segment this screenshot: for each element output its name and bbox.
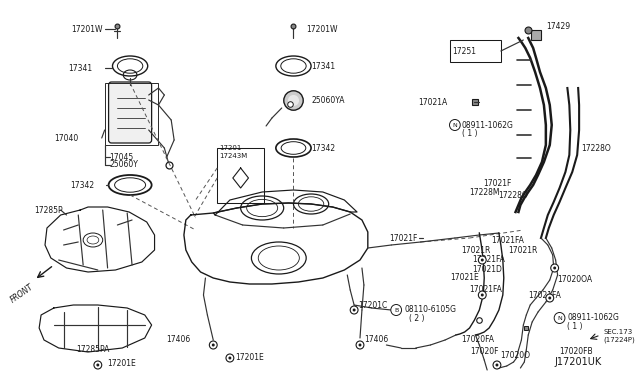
Text: 17021F: 17021F <box>483 179 511 187</box>
Text: 17201W: 17201W <box>72 25 103 33</box>
Circle shape <box>449 119 460 131</box>
Text: 17201C: 17201C <box>358 301 387 310</box>
Text: 17201: 17201 <box>219 145 241 151</box>
Text: 08110-6105G: 08110-6105G <box>404 305 456 314</box>
Circle shape <box>356 341 364 349</box>
Text: ( 1 ): ( 1 ) <box>568 321 583 330</box>
Circle shape <box>353 308 356 311</box>
Circle shape <box>546 294 554 302</box>
Text: 17285PA: 17285PA <box>76 346 109 355</box>
Circle shape <box>481 294 484 296</box>
Text: 17341: 17341 <box>311 61 335 71</box>
Circle shape <box>358 343 362 346</box>
Text: 17429: 17429 <box>546 22 570 31</box>
Text: 17021E: 17021E <box>450 273 479 282</box>
Bar <box>217 148 264 203</box>
Circle shape <box>493 361 501 369</box>
Text: 17021FA: 17021FA <box>491 235 524 244</box>
Text: 17021FA: 17021FA <box>470 285 502 295</box>
Circle shape <box>212 343 215 346</box>
Circle shape <box>97 363 99 366</box>
Text: ( 2 ): ( 2 ) <box>409 314 424 323</box>
Text: 17341: 17341 <box>68 64 93 73</box>
Text: 17045: 17045 <box>109 153 134 161</box>
Circle shape <box>554 312 565 324</box>
Text: 25060YA: 25060YA <box>311 96 344 105</box>
Text: 17021A: 17021A <box>418 97 447 106</box>
FancyBboxPatch shape <box>109 82 152 143</box>
Circle shape <box>94 361 102 369</box>
Text: 17406: 17406 <box>166 336 191 344</box>
Text: 17251: 17251 <box>452 46 476 55</box>
Text: SEC.173: SEC.173 <box>604 329 633 335</box>
Circle shape <box>478 291 486 299</box>
Circle shape <box>548 296 551 299</box>
Circle shape <box>391 305 401 315</box>
Text: 17021F: 17021F <box>389 234 418 243</box>
Text: N: N <box>557 315 562 321</box>
Bar <box>450 40 501 62</box>
Text: 17228O: 17228O <box>499 190 528 199</box>
Circle shape <box>553 266 556 269</box>
Bar <box>105 83 159 145</box>
Text: 17201W: 17201W <box>306 25 338 33</box>
Text: 17243M: 17243M <box>219 153 248 159</box>
Text: 17201E: 17201E <box>235 353 264 362</box>
Text: 25060Y: 25060Y <box>109 160 138 169</box>
Circle shape <box>551 264 559 272</box>
Text: 17228M: 17228M <box>470 187 500 196</box>
Circle shape <box>226 354 234 362</box>
Text: 17020FA: 17020FA <box>461 336 494 344</box>
Text: 17020OA: 17020OA <box>557 276 593 285</box>
Text: 17201E: 17201E <box>108 359 136 369</box>
Text: FRONT: FRONT <box>8 282 35 304</box>
Text: 17021D: 17021D <box>472 266 502 275</box>
Text: 17285P: 17285P <box>34 205 63 215</box>
Text: ( 1 ): ( 1 ) <box>461 128 477 138</box>
Text: J17201UK: J17201UK <box>554 357 602 367</box>
Text: 17228O: 17228O <box>581 144 611 153</box>
Circle shape <box>350 306 358 314</box>
Text: 17020F: 17020F <box>470 347 499 356</box>
Text: 17342: 17342 <box>70 180 95 189</box>
Circle shape <box>478 256 486 264</box>
Text: 17021FA: 17021FA <box>472 256 506 264</box>
Circle shape <box>495 363 499 366</box>
Text: 17040: 17040 <box>54 134 78 142</box>
Text: 17021R: 17021R <box>461 246 491 254</box>
Text: 08911-1062G: 08911-1062G <box>568 314 620 323</box>
Text: (17224P): (17224P) <box>604 337 636 343</box>
Text: 08911-1062G: 08911-1062G <box>461 121 514 129</box>
Circle shape <box>228 356 231 359</box>
Text: 17342: 17342 <box>311 144 335 153</box>
Text: 17021R: 17021R <box>509 246 538 254</box>
Circle shape <box>209 341 217 349</box>
Text: 17020O: 17020O <box>500 350 530 359</box>
Text: 17021FA: 17021FA <box>528 291 561 299</box>
Text: B: B <box>394 308 398 312</box>
Circle shape <box>481 259 484 262</box>
Text: N: N <box>452 122 457 128</box>
Text: 17020FB: 17020FB <box>559 347 593 356</box>
Text: 17406: 17406 <box>364 336 388 344</box>
